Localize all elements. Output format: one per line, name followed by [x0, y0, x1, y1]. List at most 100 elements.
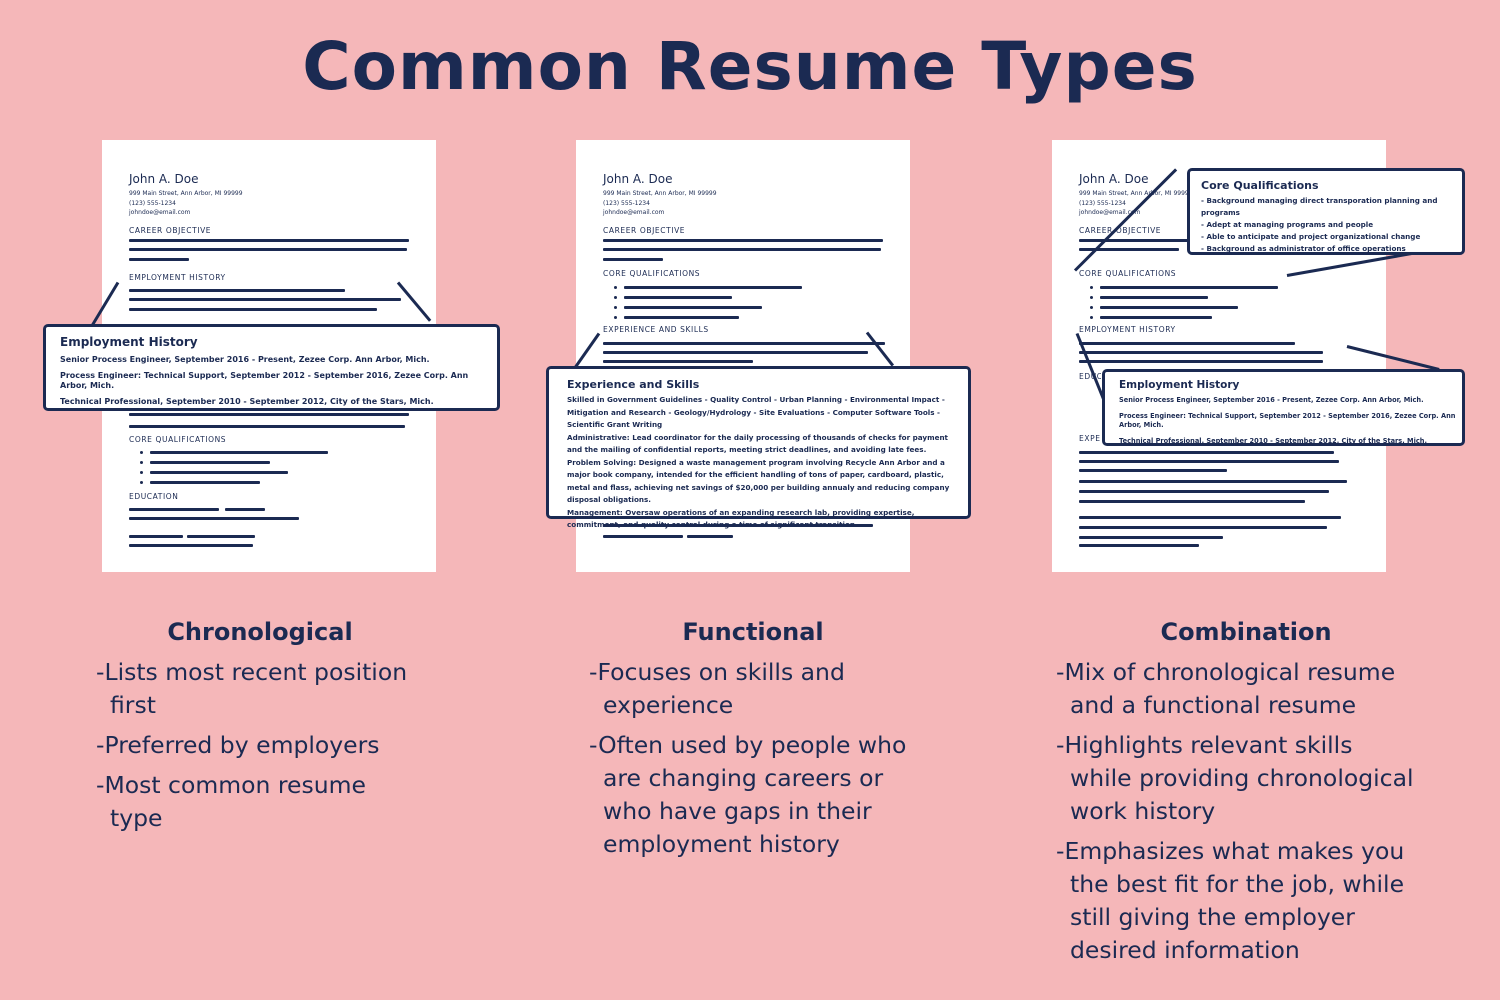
text-line: [150, 461, 270, 464]
text-line: [129, 239, 409, 242]
text-line: [1079, 351, 1323, 354]
bullet-dot: [140, 451, 143, 454]
text-line: [1100, 286, 1278, 289]
text-line: [603, 258, 663, 261]
list-item: -Highlights relevant skills while provid…: [1056, 729, 1476, 828]
text-line: [129, 535, 183, 538]
bullet-dot: [1090, 306, 1093, 309]
resume-address: 999 Main Street, Ann Arbor, MI 99999: [603, 190, 717, 197]
text-line: [1100, 306, 1238, 309]
list-item: -Emphasizes what makes you the best fit …: [1056, 835, 1476, 967]
callout-row: - Background managing direct transporati…: [1201, 196, 1438, 217]
functional-bullets: -Focuses on skills and experience -Often…: [589, 656, 969, 868]
resume-phone: (123) 555-1234: [603, 199, 650, 207]
combination-bullets: -Mix of chronological resume and a funct…: [1056, 656, 1476, 974]
text-line: [1079, 360, 1323, 363]
column-title-functional: Functional: [682, 618, 824, 646]
bullet-dot: [614, 286, 617, 289]
resume-email: johndoe@email.com: [603, 209, 665, 216]
bullet-text: -Often used by people who are changing c…: [589, 731, 907, 858]
resume-email: johndoe@email.com: [1079, 209, 1141, 216]
list-item: -Most common resume type: [96, 769, 466, 835]
skill-text: Designed a waste management program invo…: [567, 457, 950, 505]
section-heading: EDUCATION: [1079, 372, 1101, 381]
text-line: [603, 524, 873, 527]
callout-title: Employment History: [60, 335, 198, 349]
text-line: [129, 289, 345, 292]
skill-label: Management:: [567, 507, 623, 517]
text-line: [150, 471, 288, 474]
core-qualifications-callout: Core Qualifications - Background managin…: [1187, 168, 1465, 255]
text-line: [603, 535, 683, 538]
resume-address: 999 Main Street, Ann Arbor, MI 99999: [129, 190, 243, 197]
bullet-text: -Lists most recent position first: [96, 658, 408, 719]
list-item: -Preferred by employers: [96, 729, 466, 762]
section-heading: EMPLOYMENT HISTORY: [1079, 325, 1176, 334]
bullet-dot: [614, 316, 617, 319]
callout-row: - Background as administrator of office …: [1201, 244, 1406, 253]
text-line: [129, 298, 401, 301]
text-line: [1079, 451, 1334, 454]
text-line: [187, 535, 255, 538]
page-title: Common Resume Types: [302, 28, 1198, 105]
skill-entry: Problem Solving: Designed a waste manage…: [567, 457, 959, 507]
bullet-dot: [140, 481, 143, 484]
column-title-combination: Combination: [1160, 618, 1332, 646]
list-item: -Mix of chronological resume and a funct…: [1056, 656, 1476, 722]
text-line: [150, 451, 328, 454]
list-item: -Focuses on skills and experience: [589, 656, 969, 722]
text-line: [1079, 342, 1295, 345]
resume-contact: 999 Main Street, Ann Arbor, MI 99999 (12…: [603, 189, 717, 218]
resume-phone: (123) 555-1234: [129, 199, 176, 207]
text-line: [129, 517, 299, 520]
bullet-dot: [614, 306, 617, 309]
text-line: [687, 535, 733, 538]
resume-contact: 999 Main Street, Ann Arbor, MI 99999 (12…: [1079, 189, 1193, 218]
text-line: [603, 351, 868, 354]
text-line: [1079, 544, 1199, 547]
skill-label: Administrative:: [567, 432, 630, 442]
text-line: [1079, 469, 1227, 472]
bullet-text: -Mix of chronological resume and a funct…: [1056, 658, 1396, 719]
text-line: [603, 360, 753, 363]
text-line: [1100, 296, 1208, 299]
employment-history-callout: Employment History Senior Process Engine…: [43, 324, 500, 411]
section-heading: EMPLOYMENT HISTORY: [129, 273, 226, 282]
callout-row: Process Engineer: Technical Support, Sep…: [60, 371, 469, 390]
callout-row: Process Engineer: Technical Support, Sep…: [1119, 412, 1456, 429]
bullet-text: -Most common resume type: [96, 771, 366, 832]
section-heading: EDUCATION: [129, 492, 179, 501]
section-heading: CAREER OBJECTIVE: [603, 226, 686, 235]
resume-phone: (123) 555-1234: [1079, 199, 1126, 207]
skill-text: Lead coordinator for the daily processin…: [567, 432, 948, 455]
text-line: [603, 342, 885, 345]
text-line: [129, 258, 189, 261]
section-heading: EXPERIENCE: [1079, 434, 1101, 443]
callout-title: Experience and Skills: [567, 378, 700, 391]
text-line: [624, 296, 732, 299]
skill-entry: Administrative: Lead coordinator for the…: [567, 432, 959, 457]
text-line: [624, 286, 802, 289]
text-line: [1079, 239, 1189, 242]
bullet-dot: [614, 296, 617, 299]
bullet-text: -Preferred by employers: [96, 731, 380, 759]
text-line: [624, 306, 762, 309]
skill-entry: Management: Oversaw operations of an exp…: [567, 507, 959, 532]
text-line: [1079, 248, 1179, 251]
text-line: [129, 425, 405, 428]
section-heading: CORE QUALIFICATIONS: [603, 269, 701, 278]
text-line: [129, 248, 407, 251]
bullet-dot: [1090, 296, 1093, 299]
text-line: [1079, 500, 1305, 503]
section-heading: CAREER OBJECTIVE: [1079, 226, 1162, 235]
text-line: [225, 508, 265, 511]
text-line: [624, 316, 739, 319]
callout-row: Senior Process Engineer, September 2016 …: [60, 355, 430, 364]
text-line: [129, 413, 409, 416]
resume-contact: 999 Main Street, Ann Arbor, MI 99999 (12…: [129, 189, 243, 218]
section-heading: CAREER OBJECTIVE: [129, 226, 212, 235]
text-line: [1079, 490, 1329, 493]
